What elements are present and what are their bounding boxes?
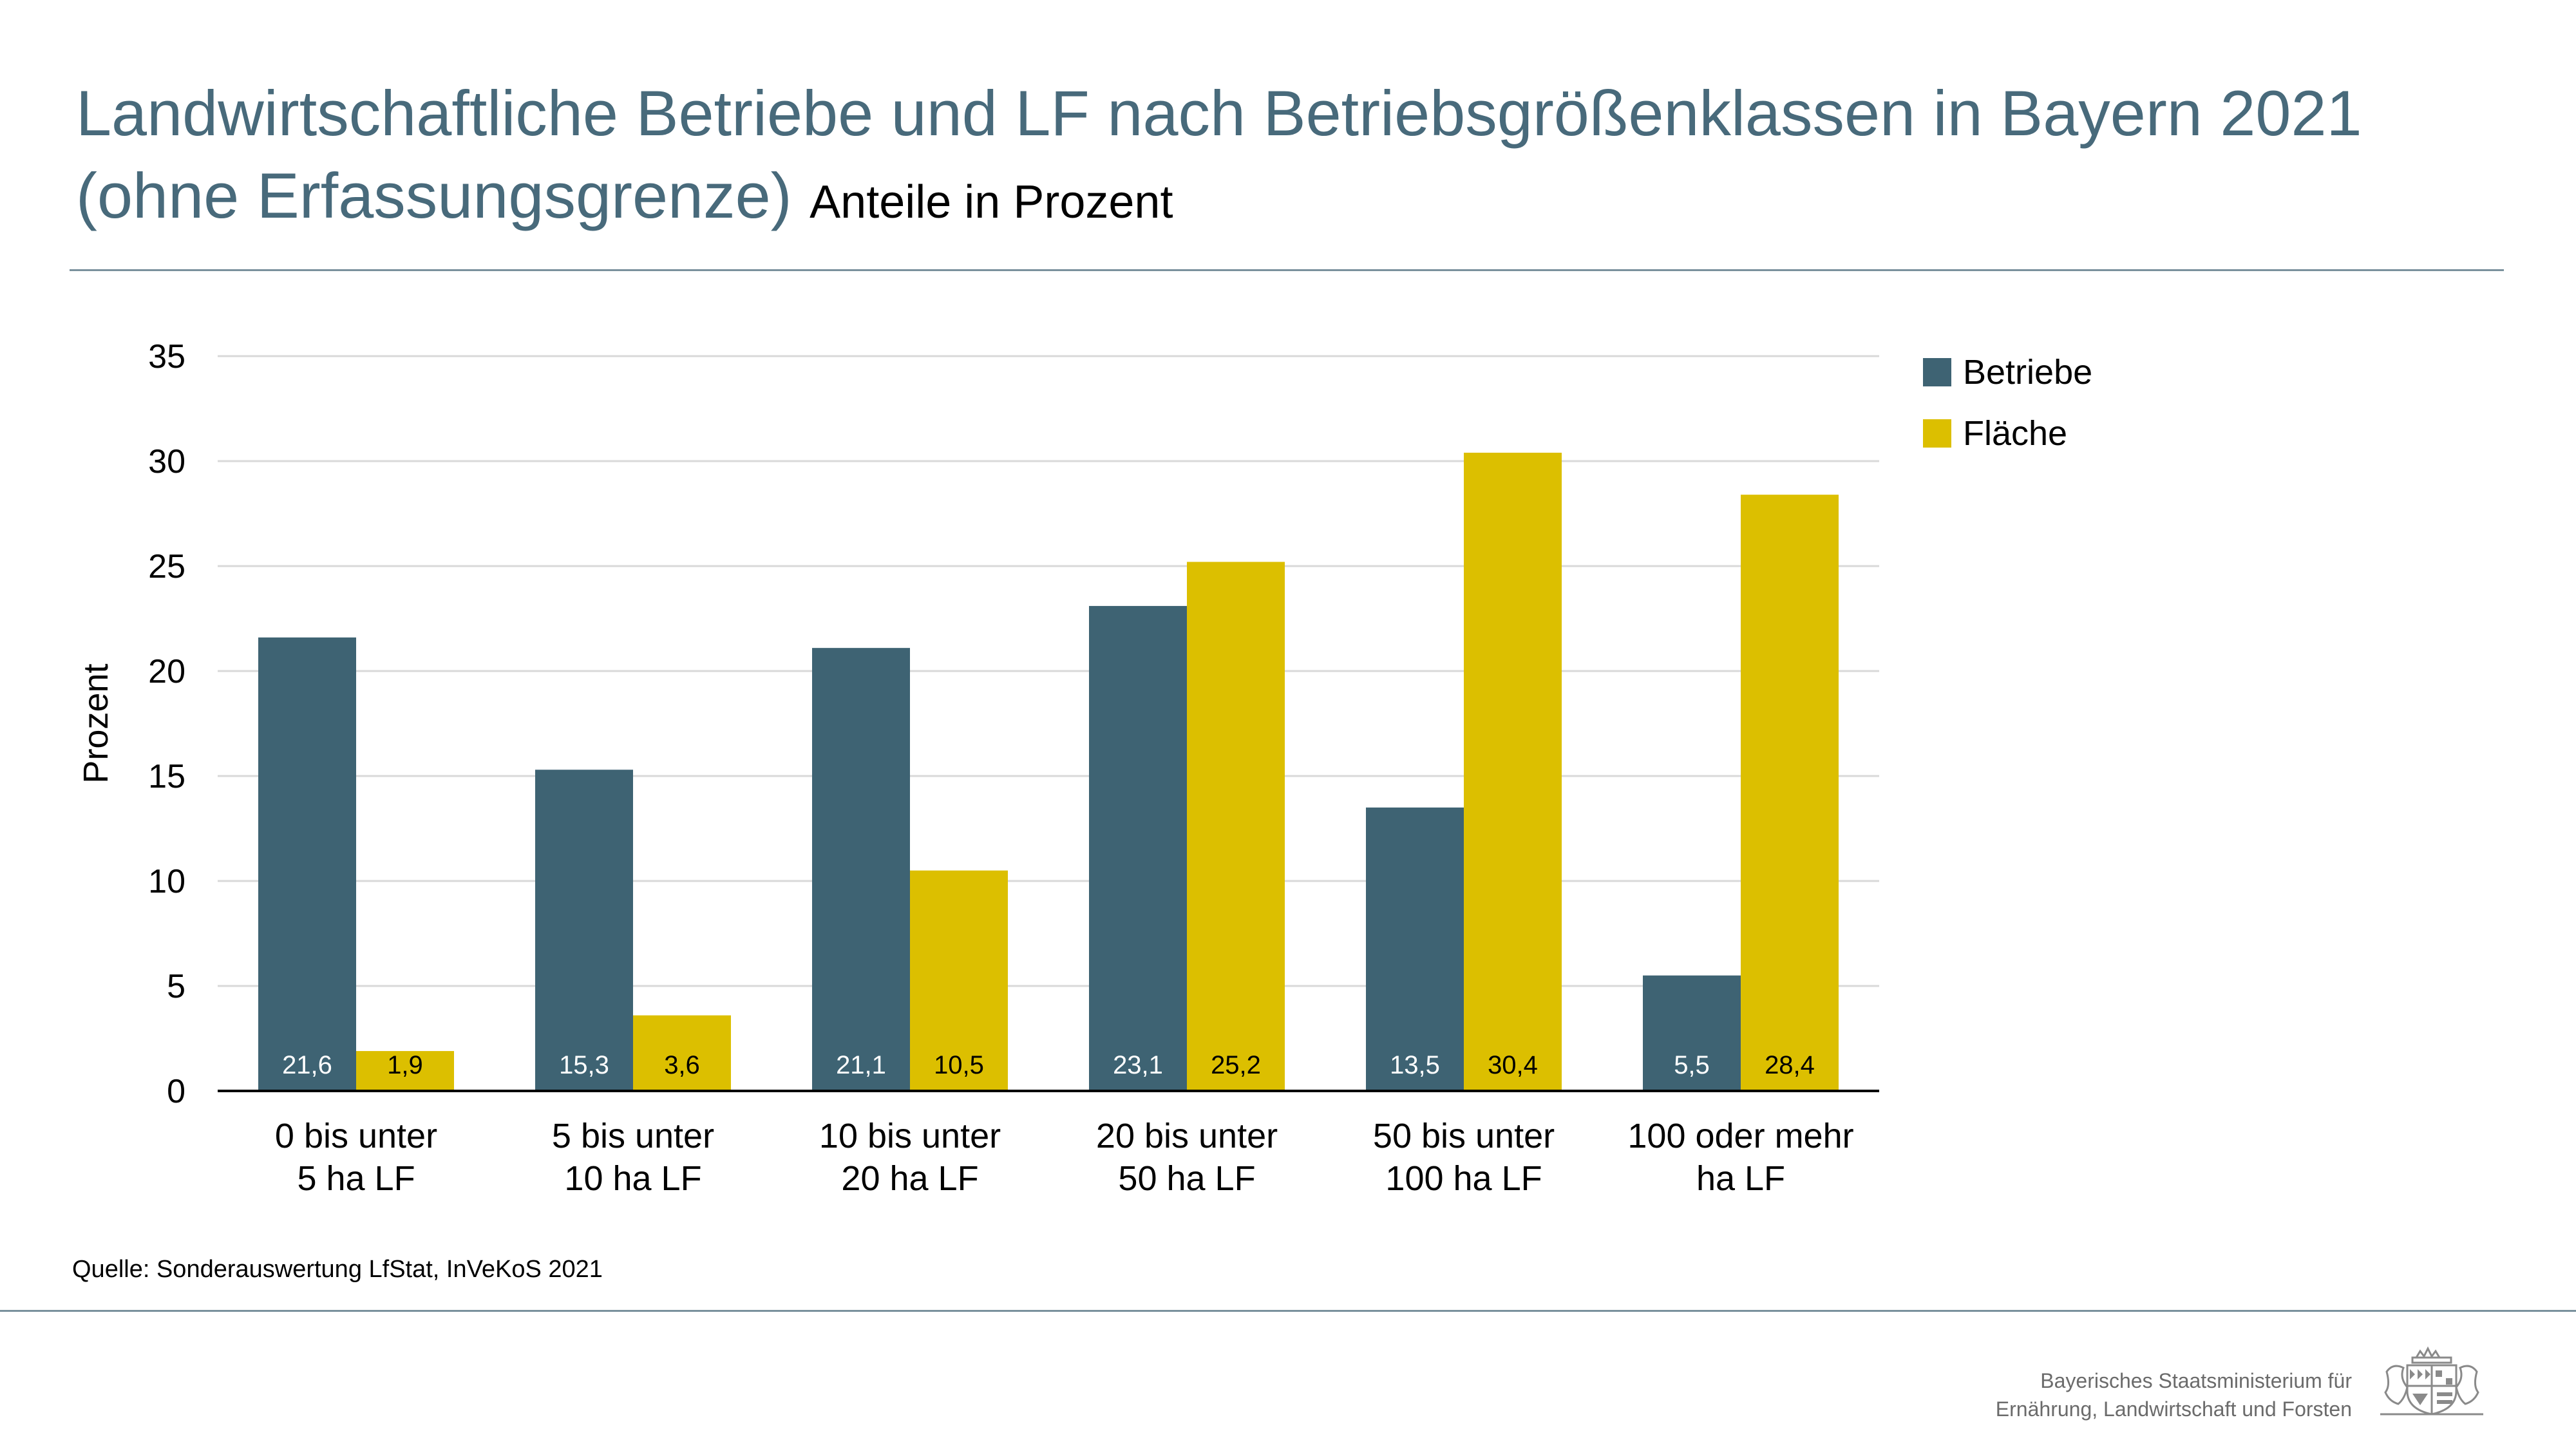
y-tick-label: 0 [167, 1073, 185, 1110]
x-category-label: 0 bis unter [275, 1117, 437, 1155]
bar-betriebe [812, 648, 910, 1091]
data-label: 10,5 [934, 1051, 984, 1079]
header-divider [70, 269, 2504, 271]
bavarian-crest-logo [2380, 1346, 2483, 1416]
data-label: 3,6 [664, 1051, 700, 1079]
x-category-label: 10 ha LF [564, 1159, 701, 1198]
bar-betriebe [258, 637, 356, 1091]
x-category-label: 100 oder mehr [1627, 1117, 1853, 1155]
y-tick-label: 5 [167, 968, 185, 1005]
title-line-2: (ohne Erfassungsgrenze) [76, 160, 792, 231]
bar-flaeche [1464, 452, 1562, 1091]
y-tick-label: 15 [148, 758, 185, 795]
data-label: 5,5 [1674, 1051, 1710, 1079]
data-label: 23,1 [1113, 1051, 1163, 1079]
bar-flaeche [1741, 495, 1839, 1091]
page-title: Landwirtschaftliche Betriebe und LF nach… [76, 72, 2362, 243]
y-tick-label: 20 [148, 653, 185, 690]
footer-divider [0, 1310, 2576, 1312]
x-category-label: 10 bis unter [819, 1117, 1001, 1155]
bar-flaeche [633, 1015, 731, 1091]
bar-betriebe [535, 770, 633, 1091]
data-label: 15,3 [559, 1051, 609, 1079]
title-line-1: Landwirtschaftliche Betriebe und LF nach… [76, 77, 2362, 149]
bar-flaeche [1187, 562, 1285, 1091]
legend-label: Betriebe [1963, 353, 2092, 392]
bar-betriebe [1089, 605, 1187, 1091]
bar-betriebe [1643, 975, 1741, 1091]
bar-betriebe [1366, 807, 1464, 1091]
legend-label: Fläche [1963, 414, 2067, 453]
x-category-label: 20 bis unter [1096, 1117, 1278, 1155]
bar-chart: 0 5 10 15 20 25 30 35 Prozent 21,6 1,9 0 bis unter 5… [77, 338, 2092, 1198]
y-tick-label: 10 [148, 863, 185, 900]
data-label: 1,9 [387, 1051, 423, 1079]
x-category-label: 50 bis unter [1373, 1117, 1555, 1155]
x-category-label: 20 ha LF [841, 1159, 978, 1198]
subtitle: Anteile in Prozent [810, 176, 1173, 228]
y-tick-label: 25 [148, 548, 185, 585]
ministry-name: Bayerisches Staatsministerium für Ernähr… [1996, 1367, 2352, 1423]
data-label: 28,4 [1765, 1051, 1815, 1079]
x-category-label: 5 ha LF [297, 1159, 415, 1198]
data-label: 30,4 [1488, 1051, 1538, 1079]
y-tick-label: 35 [148, 338, 185, 375]
x-category-label: 50 ha LF [1118, 1159, 1255, 1198]
y-axis-title: Prozent [77, 663, 115, 783]
bar-flaeche [910, 870, 1008, 1091]
ministry-line-2: Ernährung, Landwirtschaft und Forsten [1995, 1397, 2352, 1421]
data-label: 25,2 [1211, 1051, 1261, 1079]
y-tick-label: 30 [148, 443, 185, 480]
bar-flaeche [356, 1051, 454, 1091]
x-category-label: 100 ha LF [1385, 1159, 1542, 1198]
legend-swatch [1923, 358, 1951, 386]
x-category-label: ha LF [1696, 1159, 1785, 1198]
legend-swatch [1923, 419, 1951, 448]
source-note: Quelle: Sonderauswertung LfStat, InVeKoS… [72, 1256, 603, 1283]
data-label: 21,6 [282, 1051, 332, 1079]
data-label: 21,1 [836, 1051, 886, 1079]
data-label: 13,5 [1390, 1051, 1440, 1079]
ministry-line-1: Bayerisches Staatsministerium für [2040, 1369, 2352, 1392]
x-category-label: 5 bis unter [552, 1117, 714, 1155]
